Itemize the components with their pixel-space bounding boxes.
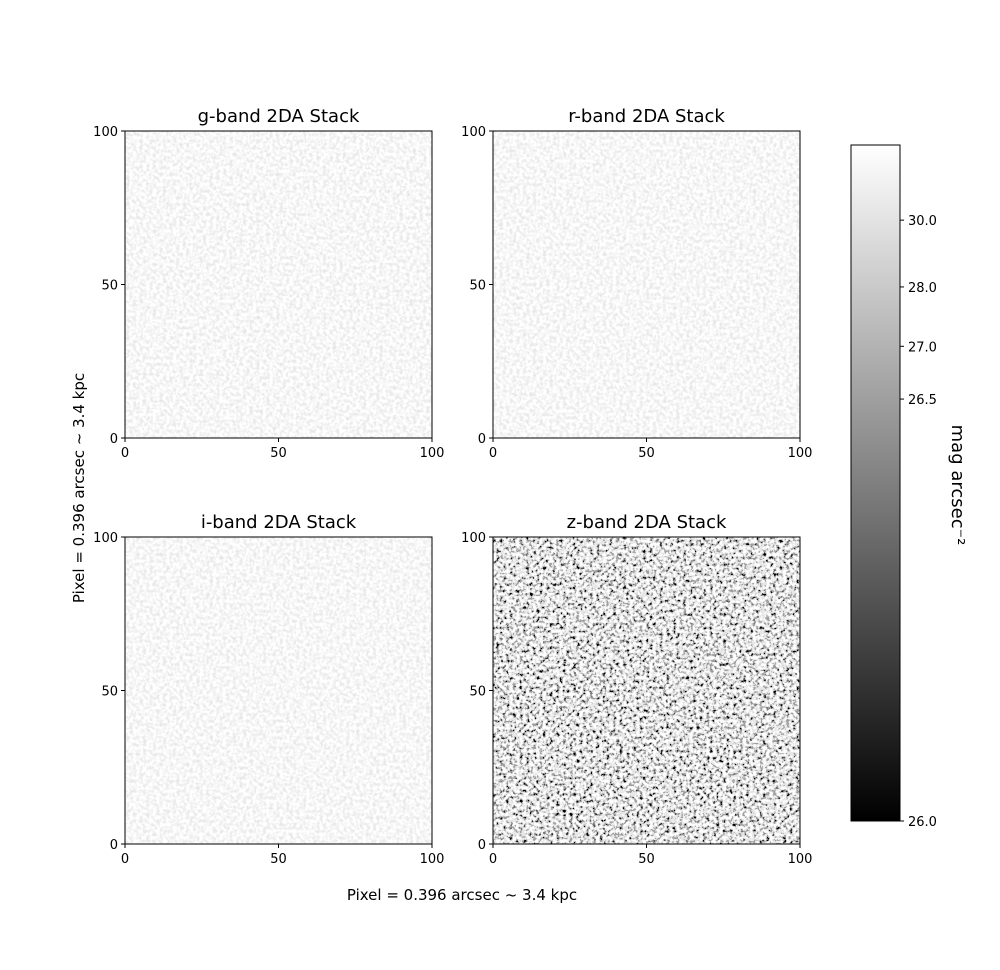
colorbar-tick-label: 28.0 — [908, 281, 937, 296]
colorbar-tick-label: 30.0 — [908, 214, 937, 229]
x-tick-label: 0 — [489, 446, 497, 461]
y-tick-label: 100 — [461, 125, 486, 140]
y-axis-label: Pixel = 0.396 arcsec ~ 3.4 kpc — [70, 373, 88, 603]
x-tick-label: 100 — [420, 446, 445, 461]
colorbar-tick-label: 27.0 — [908, 340, 937, 355]
panel-title: i-band 2DA Stack — [201, 512, 357, 533]
x-tick-label: 100 — [420, 852, 445, 867]
x-tick-label: 50 — [270, 852, 287, 867]
y-tick-label: 0 — [110, 432, 118, 447]
y-tick-label: 50 — [469, 685, 486, 700]
y-tick-label: 0 — [478, 432, 486, 447]
heatmap-image — [125, 131, 432, 438]
colorbar-label: mag arcsec⁻² — [947, 425, 968, 546]
y-tick-label: 100 — [93, 531, 118, 546]
panel-title: z-band 2DA Stack — [567, 512, 727, 533]
x-tick-label: 50 — [638, 852, 655, 867]
x-tick-label: 100 — [788, 446, 813, 461]
y-tick-label: 100 — [461, 531, 486, 546]
x-tick-label: 0 — [489, 852, 497, 867]
colorbar — [850, 144, 901, 822]
heatmap-image — [493, 131, 800, 438]
y-tick-label: 50 — [101, 279, 118, 294]
y-tick-label: 50 — [469, 279, 486, 294]
x-axis-label: Pixel = 0.396 arcsec ~ 3.4 kpc — [347, 886, 577, 904]
x-tick-label: 50 — [638, 446, 655, 461]
y-tick-label: 0 — [478, 838, 486, 853]
x-tick-label: 0 — [121, 852, 129, 867]
panel-title: r-band 2DA Stack — [568, 106, 725, 127]
x-tick-label: 100 — [788, 852, 813, 867]
heatmap-image — [493, 537, 800, 844]
x-tick-label: 50 — [270, 446, 287, 461]
y-tick-label: 100 — [93, 125, 118, 140]
colorbar-tick-label: 26.0 — [908, 815, 937, 830]
colorbar-tick-label: 26.5 — [908, 393, 937, 408]
y-tick-label: 50 — [101, 685, 118, 700]
heatmap-image — [125, 537, 432, 844]
x-tick-label: 0 — [121, 446, 129, 461]
y-tick-label: 0 — [110, 838, 118, 853]
panel-title: g-band 2DA Stack — [198, 106, 360, 127]
